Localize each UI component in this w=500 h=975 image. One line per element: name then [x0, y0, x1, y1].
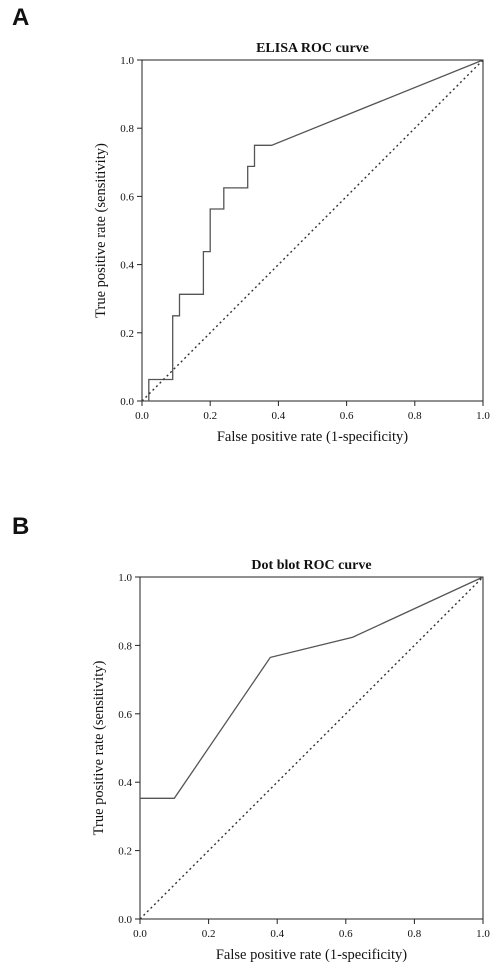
- y-axis-title: True positive rate (sensitivity): [93, 143, 109, 318]
- y-tick-label: 0.8: [120, 123, 134, 135]
- x-tick-label: 0.6: [340, 410, 354, 422]
- y-tick-label: 0.0: [118, 914, 132, 926]
- x-tick-label: 0.2: [203, 410, 217, 422]
- x-axis-title: False positive rate (1-specificity): [216, 947, 407, 963]
- dot-blot-roc-chart: 0.0 0.2 0.4 0.6 0.8 1.0 0.0 0.2 0.4 0.6 0.8 1.0 Dot …: [91, 558, 490, 963]
- panel-a: A 0.0 0.2 0.4 0.6 0.8 1.0 0.0 0.2 0.4 0.6 0.8 1.0 EL…: [0, 0, 500, 470]
- elisa-roc-chart: 0.0 0.2 0.4 0.6 0.8 1.0 0.0 0.2 0.4 0.6 0.8 1.0 ELIS…: [93, 41, 490, 445]
- reference-diagonal-line: [139, 576, 484, 920]
- roc-curve-line: [142, 59, 484, 402]
- x-tick-label: 0.4: [272, 410, 286, 422]
- roc-curve-line: [139, 576, 484, 919]
- panel-letter: A: [12, 4, 30, 31]
- plot-frame: [139, 576, 484, 920]
- y-tick-label: 0.4: [120, 260, 134, 272]
- y-tick-label: 0.6: [118, 709, 132, 721]
- y-tick-label: 0.4: [118, 777, 132, 789]
- y-tick-label: 1.0: [120, 55, 134, 67]
- chart-title: Dot blot ROC curve: [251, 558, 371, 573]
- x-tick-label: 0.0: [133, 928, 147, 940]
- y-axis-title: True positive rate (sensitivity): [91, 661, 107, 836]
- chart-title: ELISA ROC curve: [256, 41, 369, 56]
- x-tick-label: 1.0: [476, 928, 490, 940]
- panel-letter: B: [12, 513, 30, 540]
- y-tick-label: 1.0: [118, 572, 132, 584]
- x-tick-label: 0.6: [339, 928, 353, 940]
- x-tick-label: 0.2: [202, 928, 216, 940]
- y-tick-label: 0.6: [120, 191, 134, 203]
- x-axis-title: False positive rate (1-specificity): [217, 429, 408, 445]
- plot-frame: [141, 59, 484, 402]
- y-tick-label: 0.2: [118, 846, 132, 858]
- x-tick-label: 0.4: [270, 928, 284, 940]
- panel-b: B 0.0 0.2 0.4 0.6 0.8 1.0 0.0 0.2 0.4 0.6 0.8 1.0 Do…: [0, 505, 500, 975]
- x-tick-label: 0.8: [408, 928, 422, 940]
- x-tick-label: 0.8: [408, 410, 422, 422]
- reference-diagonal-line: [141, 59, 484, 402]
- x-tick-label: 1.0: [476, 410, 490, 422]
- y-tick-label: 0.2: [120, 328, 134, 340]
- y-tick-label: 0.0: [120, 396, 134, 408]
- y-tick-label: 0.8: [118, 640, 132, 652]
- x-tick-label: 0.0: [135, 410, 149, 422]
